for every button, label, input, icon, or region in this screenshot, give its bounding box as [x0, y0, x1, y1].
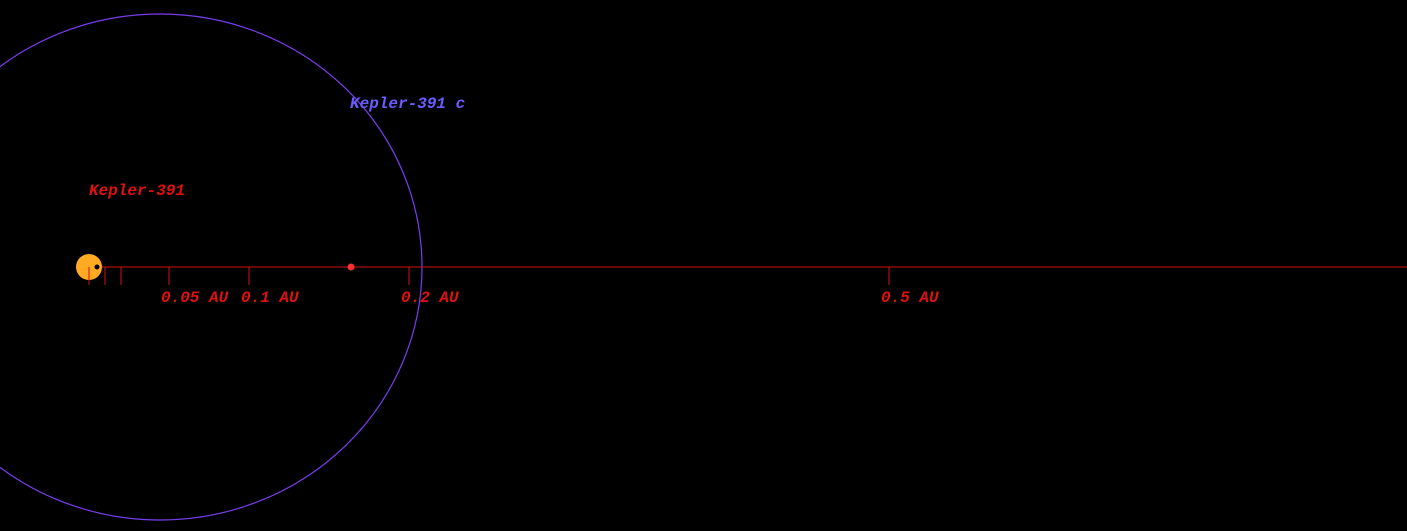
scale-tick-label: 0.2 AU [401, 289, 459, 307]
planet [347, 263, 355, 271]
scale-tick-label: 0.1 AU [241, 289, 299, 307]
scale-tick-label: 0.5 AU [881, 289, 939, 307]
star-label: Kepler-391 [89, 182, 185, 200]
star-marker [94, 264, 100, 270]
scale-tick-label: 0.05 AU [161, 289, 229, 307]
planet-label: Kepler-391 c [350, 95, 465, 113]
